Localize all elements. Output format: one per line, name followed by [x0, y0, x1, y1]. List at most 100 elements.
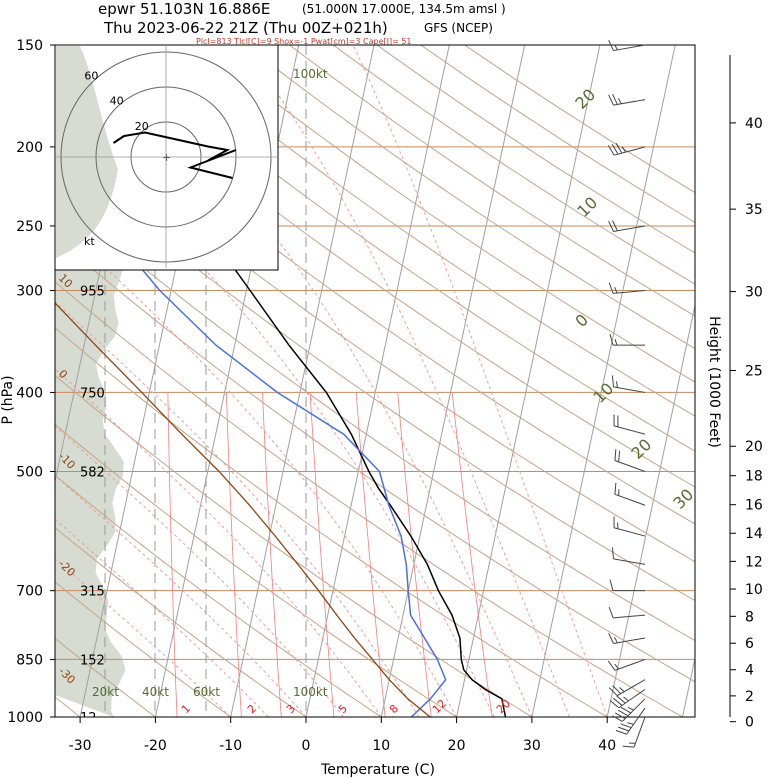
temperature-tick-label: -20 — [144, 738, 167, 754]
wind-barb-flag — [612, 220, 618, 232]
dry-adiabat-line — [55, 327, 609, 717]
wind-barb — [608, 220, 646, 232]
wind-barb-flag — [611, 144, 619, 155]
height-axis: 0 2 4 6 8 10 12 14 16 18 20 25 30 35 40 — [729, 55, 763, 731]
hodograph-mean-marker: + — [162, 151, 171, 164]
pressure-tick-label: 850 — [16, 652, 43, 668]
wind-barb-shaft — [633, 716, 646, 748]
wind-barb-shaft — [613, 527, 646, 537]
wind-barb — [608, 282, 646, 294]
chart-subtitle: Thu 2023-06-22 21Z (Thu 00Z+021h) — [103, 19, 388, 37]
geopotential-label: 582 — [80, 465, 105, 480]
moist-adiabat-lines — [55, 45, 608, 717]
temperature-tick-label: 10 — [372, 738, 390, 754]
isotherm-line — [230, 45, 375, 717]
wind-barb-shaft — [613, 44, 646, 52]
wind-speed-column-label: 40kt — [142, 685, 169, 699]
wind-barb-half-flag — [616, 381, 618, 388]
indices-label: Plcl=813 Tlcl[C]=9 Shox=-1 Pwat[cm]=3 Ca… — [196, 37, 412, 46]
dry-adiabat-line — [113, 45, 695, 452]
dry-adiabat-line — [157, 45, 695, 417]
wind-barb-flag — [612, 93, 618, 105]
wind-barbs — [607, 40, 646, 748]
mixing-ratio-line — [397, 392, 432, 717]
dry-adiabat-line — [55, 69, 695, 525]
wind-barb-flag — [608, 632, 614, 644]
height-tick-label: 25 — [745, 364, 763, 380]
wind-barb-shaft — [613, 290, 646, 294]
pressure-tick-label: 700 — [16, 584, 43, 600]
height-tick-label: 6 — [745, 636, 754, 652]
wind-barb-flag — [608, 687, 618, 697]
dry-adiabat-label: 30 — [669, 485, 697, 513]
wind-barb-shaft — [613, 386, 646, 393]
chart-title-coords: (51.000N 17.000E, 134.5m amsl ) — [302, 2, 506, 16]
mixing-ratio-line — [225, 392, 242, 717]
isotherm-line — [380, 45, 526, 717]
dry-adiabat-lines — [55, 45, 695, 717]
wind-barb-half-flag — [617, 97, 622, 105]
model-label: GFS (NCEP) — [424, 21, 493, 35]
pressure-tick-label: 200 — [16, 140, 43, 156]
wind-barb — [612, 698, 646, 722]
dry-adiabat-line — [55, 423, 458, 717]
pressure-tick-label: 1000 — [7, 710, 43, 726]
dry-adiabat-line — [245, 45, 695, 350]
hodograph-ring-label: 40 — [110, 95, 124, 108]
y-axis-label: P (hPa) — [0, 375, 16, 424]
height-tick-label: 40 — [745, 116, 763, 132]
dewpoint-line — [55, 172, 447, 717]
dry-adiabat-line — [70, 45, 695, 488]
mixing-ratio-label: 3 — [284, 702, 298, 716]
temperature-tick-label: -10 — [219, 738, 242, 754]
wind-barb — [609, 333, 645, 346]
temperature-tick-label: -30 — [69, 738, 92, 754]
pressure-tick-label: 150 — [16, 38, 43, 54]
isotherm-line — [531, 45, 676, 717]
temperature-tick-label: 40 — [598, 738, 616, 754]
height-tick-label: 8 — [745, 609, 754, 625]
wind-barb — [615, 707, 646, 735]
height-tick-label: 2 — [745, 689, 754, 705]
wind-barb-flag — [615, 729, 627, 735]
geopotential-label: 12 — [80, 711, 97, 726]
mixing-ratio-line — [167, 392, 178, 717]
isotherm-line — [606, 302, 695, 717]
mixing-ratio-line — [451, 392, 493, 717]
wind-speed-column-label: 60kt — [193, 685, 220, 699]
wind-barb — [611, 375, 646, 393]
wind-barb-flag — [622, 745, 635, 748]
height-tick-label: 4 — [745, 663, 754, 679]
dry-adiabat-line — [289, 45, 695, 317]
wind-barb-flag — [608, 282, 614, 294]
wind-barb — [608, 632, 646, 645]
wind-barb-half-flag — [627, 706, 634, 711]
wind-barb-flag — [620, 723, 632, 729]
geopotential-label: 955 — [80, 285, 105, 300]
dry-adiabat-label: 10 — [573, 193, 601, 221]
wind-barb — [607, 143, 646, 156]
wind-barb-flag — [607, 660, 616, 671]
wind-barb-half-flag — [613, 637, 618, 644]
wind-barb-shaft — [613, 425, 646, 435]
moist-adiabat-line — [55, 558, 232, 717]
wind-barb — [622, 716, 646, 748]
mixing-ratio-line — [355, 392, 386, 717]
wind-barb — [614, 482, 646, 506]
pressure-tick-label: 300 — [16, 284, 43, 300]
wind-barb-flag — [614, 482, 617, 495]
geopotential-label: 315 — [80, 585, 105, 600]
wind-barb — [609, 688, 646, 709]
moist-adiabat-line — [352, 45, 608, 717]
mixing-ratio-lines — [167, 392, 493, 717]
wind-barb-flag — [612, 715, 623, 722]
wind-barb-shaft — [613, 637, 646, 645]
height-tick-label: 18 — [745, 469, 763, 485]
wind-barb-flag — [608, 94, 614, 106]
hodograph-shading — [56, 46, 118, 258]
dry-adiabat-label: 20 — [627, 435, 655, 463]
wind-barb-flag — [617, 709, 629, 717]
wind-barb — [608, 679, 646, 697]
wind-barb — [609, 579, 645, 592]
wind-barb — [613, 414, 646, 435]
